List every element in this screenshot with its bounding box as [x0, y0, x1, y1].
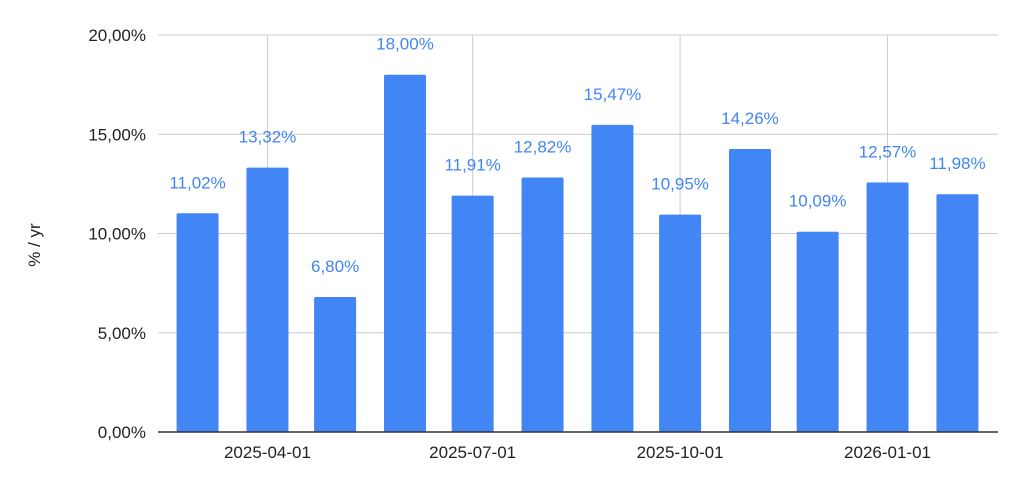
- y-tick-label: 20,00%: [88, 26, 146, 45]
- y-tick-label: 10,00%: [88, 225, 146, 244]
- x-tick-label: 2025-10-01: [637, 443, 724, 462]
- bar: [314, 297, 357, 432]
- y-tick-label: 15,00%: [88, 125, 146, 144]
- bar-value-label: 12,82%: [514, 138, 572, 157]
- bar-value-label: 13,32%: [239, 128, 297, 147]
- axes: 0,00% 5,00% 10,00% 15,00% 20,00% 2025-04-01 20…: [88, 26, 998, 462]
- y-tick-label: 0,00%: [98, 423, 146, 442]
- bar: [796, 231, 839, 432]
- bar: [176, 213, 219, 432]
- bar: [728, 148, 771, 432]
- bar-value-label: 11,98%: [929, 154, 985, 173]
- bar: [384, 74, 427, 432]
- bar-value-label: 18,00%: [376, 35, 434, 54]
- bar: [936, 194, 979, 432]
- y-tick-label: 5,00%: [98, 324, 146, 343]
- x-tick-label: 2025-07-01: [429, 443, 516, 462]
- bar-value-label: 6,80%: [311, 257, 359, 276]
- x-tick-label: 2025-04-01: [224, 443, 311, 462]
- data-labels: 11,02% 13,32% 6,80% 18,00% 11,91% 12,82% 15,47…: [169, 35, 985, 276]
- bar-value-label: 11,02%: [169, 173, 225, 192]
- bar: [866, 182, 909, 432]
- bar-value-label: 12,57%: [859, 142, 917, 161]
- bar-value-label: 15,47%: [584, 85, 642, 104]
- bar: [451, 195, 494, 432]
- x-tick-label: 2026-01-01: [844, 443, 931, 462]
- bar: [591, 124, 634, 432]
- bar-value-label: 11,91%: [444, 156, 500, 175]
- y-axis-label: % / yr: [25, 223, 44, 267]
- bars: [176, 74, 979, 432]
- bar-value-label: 10,95%: [651, 175, 709, 194]
- bar: [521, 177, 564, 432]
- bar: [246, 167, 289, 432]
- bar: [659, 214, 702, 432]
- bar-value-label: 14,26%: [721, 109, 779, 128]
- bar-value-label: 10,09%: [789, 192, 847, 211]
